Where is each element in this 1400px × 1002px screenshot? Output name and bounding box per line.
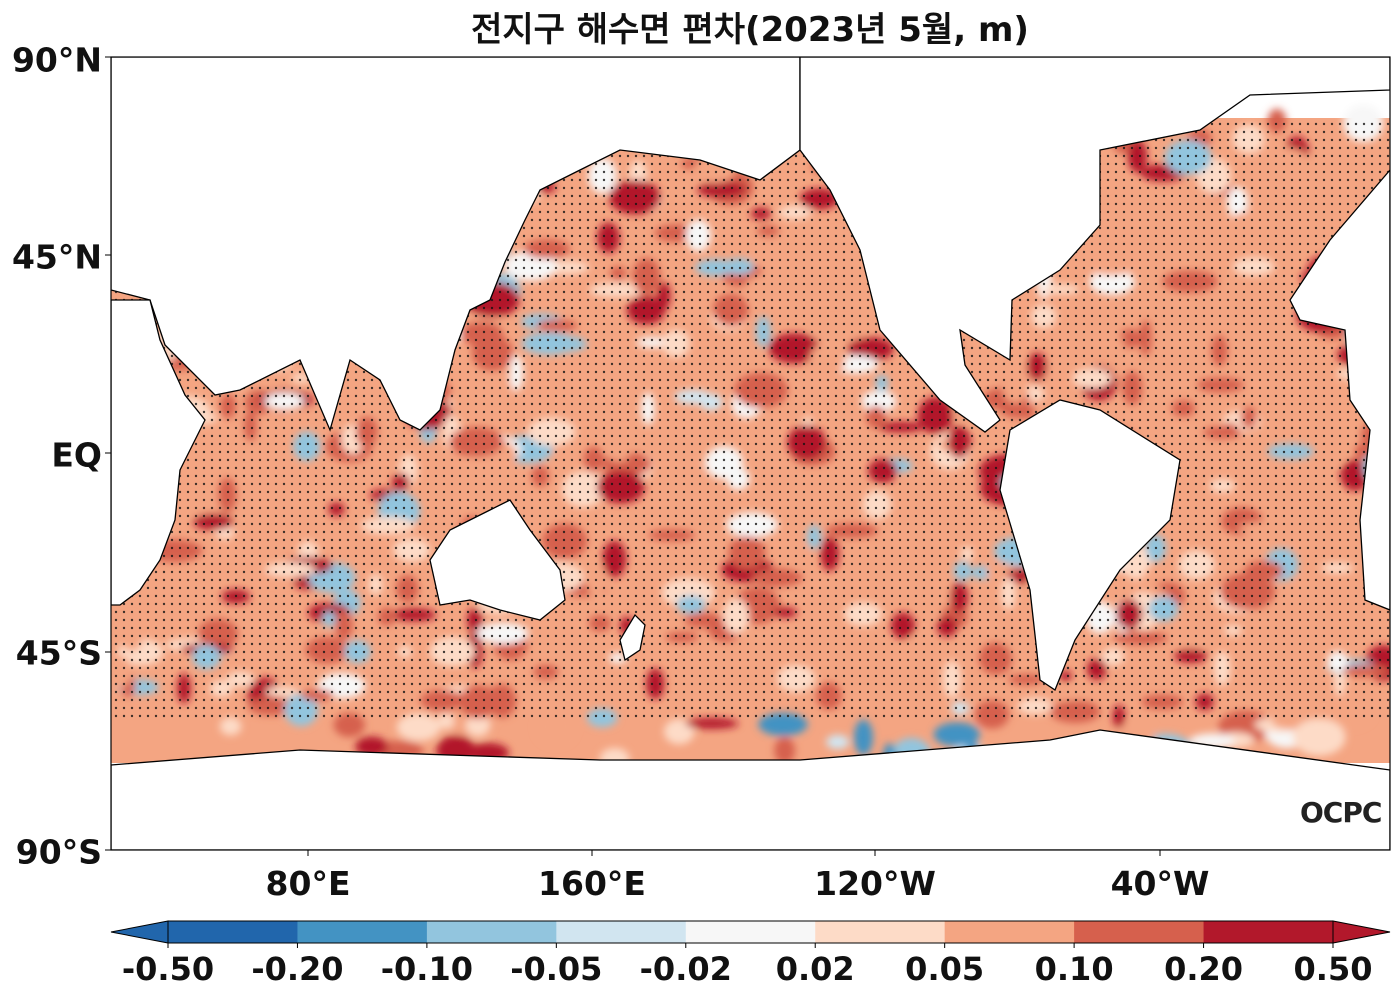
colorbar-segment xyxy=(685,921,816,943)
colorbar-outline xyxy=(167,920,1334,944)
south-america xyxy=(999,399,1181,691)
north-america xyxy=(799,57,1390,433)
africa-east xyxy=(111,299,206,606)
colorbar-tick-label: 0.50 xyxy=(1293,950,1373,988)
anomaly-patch xyxy=(465,714,491,737)
colorbar xyxy=(110,920,1391,948)
y-tick-label: 90°S xyxy=(15,832,102,872)
colorbar-tick-label: -0.02 xyxy=(639,950,732,988)
anomaly-patch xyxy=(333,712,365,737)
colorbar-extend-min xyxy=(110,920,169,944)
y-tick-label: 90°N xyxy=(11,40,102,80)
anomaly-patch xyxy=(1292,718,1346,756)
y-tick-label: 45°N xyxy=(11,237,102,277)
anomaly-patch xyxy=(853,719,873,756)
anomaly-patch xyxy=(826,734,850,750)
colorbar-tick-label: -0.10 xyxy=(380,950,473,988)
colorbar-segment xyxy=(1203,921,1334,943)
anomaly-patch xyxy=(663,718,695,745)
map-title: 전지구 해수면 편차(2023년 5월, m) xyxy=(471,10,1029,50)
anomaly-patch xyxy=(758,712,808,736)
land-masses xyxy=(111,57,1390,850)
colorbar-segment xyxy=(297,921,428,943)
y-tick-label: 45°S xyxy=(15,633,102,673)
colorbar-tick-label: 0.02 xyxy=(775,950,855,988)
anomaly-patch xyxy=(933,722,981,747)
x-tick-label: 40°W xyxy=(1110,864,1210,903)
antarctica xyxy=(111,729,1390,850)
colorbar-tick-label: -0.50 xyxy=(121,950,215,988)
colorbar-extend-max xyxy=(1332,920,1391,944)
anomaly-patch xyxy=(685,718,739,729)
colorbar-tick-label: -0.20 xyxy=(251,950,344,988)
x-tick-label: 120°W xyxy=(814,864,936,903)
colorbar-tick-label: 0.20 xyxy=(1164,950,1244,988)
anomaly-patch xyxy=(219,717,242,736)
colorbar-segment xyxy=(1074,921,1205,943)
colorbar-segment xyxy=(168,921,298,943)
ocpc-logo: OCPC xyxy=(1300,796,1382,829)
x-tick-label: 160°E xyxy=(538,864,646,903)
colorbar-segment xyxy=(556,921,687,943)
new-zealand xyxy=(619,613,646,662)
australia xyxy=(429,499,566,621)
eurasia xyxy=(111,57,801,432)
colorbar-segment xyxy=(426,921,557,943)
colorbar-segment xyxy=(815,921,946,943)
colorbar-segment xyxy=(944,921,1075,943)
colorbar-tick-label: 0.10 xyxy=(1034,950,1114,988)
colorbar-tick-label: 0.05 xyxy=(905,950,985,988)
anomaly-patch xyxy=(396,713,441,742)
europe-africa-west xyxy=(1289,169,1390,611)
anomaly-patch xyxy=(774,736,796,765)
x-tick-label: 80°E xyxy=(265,864,351,903)
y-tick-label: EQ xyxy=(51,435,102,475)
colorbar-tick-label: -0.05 xyxy=(510,950,603,988)
